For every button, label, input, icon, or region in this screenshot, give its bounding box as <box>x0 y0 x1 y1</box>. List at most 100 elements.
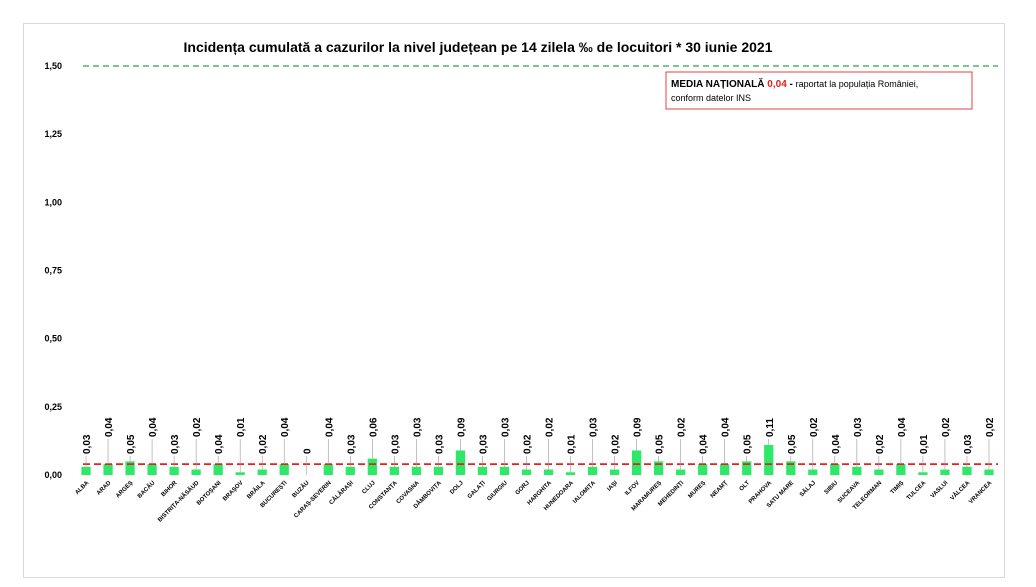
x-tick-label: MUREȘ <box>688 480 708 500</box>
data-label: 0,03 <box>412 417 423 437</box>
x-tick-label: BISTRIȚA-NĂSĂUD <box>156 479 201 524</box>
bar <box>521 469 532 475</box>
bar <box>720 464 730 475</box>
x-tick-label: TIMIȘ <box>890 480 906 496</box>
bar <box>830 464 840 475</box>
bar <box>609 469 620 475</box>
bar <box>631 450 642 475</box>
data-label: 0,05 <box>126 434 137 454</box>
y-tick-label: 0,75 <box>44 266 62 276</box>
x-tick-label: BUZĂU <box>291 479 311 499</box>
data-label: 0,04 <box>214 434 225 454</box>
data-label: 0,06 <box>368 417 379 437</box>
bar <box>455 450 466 475</box>
svg-text:MEDIA NAȚIONALĂ 0,04: MEDIA NAȚIONALĂ 0,04 - raportat la popul… <box>671 77 918 90</box>
bar <box>433 466 444 475</box>
note-value: 0,04 <box>767 79 787 90</box>
data-label: 0,02 <box>941 417 952 437</box>
bar <box>918 472 928 475</box>
bar <box>698 464 708 475</box>
data-label: 0,11 <box>765 418 776 437</box>
chart-title: Incidența cumulată a cazurilor la nivel … <box>184 39 773 55</box>
data-label: 0,09 <box>633 417 644 437</box>
bar <box>896 464 906 475</box>
data-label: 0,04 <box>324 417 335 437</box>
x-tick-label: NEAMȚ <box>710 480 730 500</box>
y-tick-label: 0,50 <box>44 334 62 344</box>
bar <box>786 461 796 475</box>
x-tick-label: DOLJ <box>449 480 465 496</box>
bar <box>477 466 488 475</box>
bar <box>235 472 245 475</box>
x-tick-label: GIURGIU <box>486 480 508 502</box>
data-label: 0,05 <box>743 434 754 454</box>
x-tick-label: GALAȚI <box>467 480 487 500</box>
x-tick-label: SIBIU <box>824 480 840 496</box>
bar <box>676 469 686 475</box>
y-tick-label: 0,00 <box>44 470 62 480</box>
bar <box>103 464 113 475</box>
x-tick-label: VÂLCEA <box>949 479 972 502</box>
data-label: 0,03 <box>963 434 974 454</box>
bar <box>389 466 399 475</box>
data-label: 0,04 <box>280 417 291 437</box>
bar <box>81 466 91 475</box>
bar <box>984 469 994 475</box>
bar <box>367 458 377 475</box>
bar <box>852 466 862 475</box>
x-tick-label: VRANCEA <box>968 480 994 506</box>
bar <box>962 466 972 475</box>
bar <box>499 466 510 475</box>
data-label: 0,02 <box>522 434 533 454</box>
y-tick-label: 1,50 <box>44 61 62 71</box>
data-label: 0,03 <box>853 417 864 437</box>
note-title: MEDIA NAȚIONALĂ <box>671 77 765 90</box>
bar <box>191 469 201 475</box>
x-tick-label: CLUJ <box>361 480 376 495</box>
data-label: 0,02 <box>611 434 622 454</box>
bar <box>147 464 157 475</box>
data-label: 0,03 <box>390 434 401 454</box>
x-tick-label: IAȘI <box>607 480 620 493</box>
data-label: 0,01 <box>919 434 930 454</box>
data-label: 0,03 <box>170 434 181 454</box>
data-label: 0,03 <box>478 434 489 454</box>
x-tick-label: BACĂU <box>136 479 156 499</box>
data-label: 0,03 <box>500 417 511 437</box>
bar <box>654 461 664 475</box>
note-box <box>665 71 973 110</box>
data-label: 0,04 <box>831 434 842 454</box>
x-tick-label: ALBA <box>74 480 90 496</box>
data-label: 0,04 <box>148 417 159 437</box>
note-line2: conform datelor INS <box>671 93 751 103</box>
x-axis-labels: ALBA ARAD ARGEȘ BACĂU BIHORBISTRIȚA-NĂSĂUDBO… <box>74 479 993 524</box>
bar <box>940 469 950 475</box>
data-label: 0,02 <box>545 417 556 437</box>
national-average-note: MEDIA NAȚIONALĂ 0,04 - raportat la popul… <box>665 71 973 110</box>
data-label: 0,01 <box>236 417 247 437</box>
y-axis: 0,00 0,25 0,50 0,75 1,00 1,25 1,50 <box>44 61 62 480</box>
data-label: 0,04 <box>699 434 710 454</box>
y-tick-label: 1,25 <box>44 129 62 139</box>
bar <box>808 469 818 475</box>
bar <box>742 461 752 475</box>
data-label: 0,02 <box>192 417 203 437</box>
data-labels-group: 0,03 0,04 0,05 0,04 0,03 0,02 0,04 0,01 0,02 0,04… <box>82 417 996 475</box>
bars-group <box>81 445 994 475</box>
data-label: 0,04 <box>104 417 115 437</box>
data-label: 0,04 <box>897 417 908 437</box>
x-tick-label: TULCEA <box>906 480 928 502</box>
bar <box>323 464 333 475</box>
y-tick-label: 0,25 <box>44 402 62 412</box>
x-tick-label: BRAȘOV <box>222 480 244 502</box>
bar <box>257 469 267 475</box>
data-label: 0,03 <box>434 434 445 454</box>
data-label: 0,03 <box>589 417 600 437</box>
note-dash: - <box>790 79 793 90</box>
x-tick-label: IALOMIȚA <box>572 480 597 505</box>
bar <box>874 469 884 475</box>
x-tick-label: ILFOV <box>624 480 641 497</box>
x-tick-label: OLT <box>739 480 752 493</box>
data-label: 0,02 <box>985 417 996 437</box>
